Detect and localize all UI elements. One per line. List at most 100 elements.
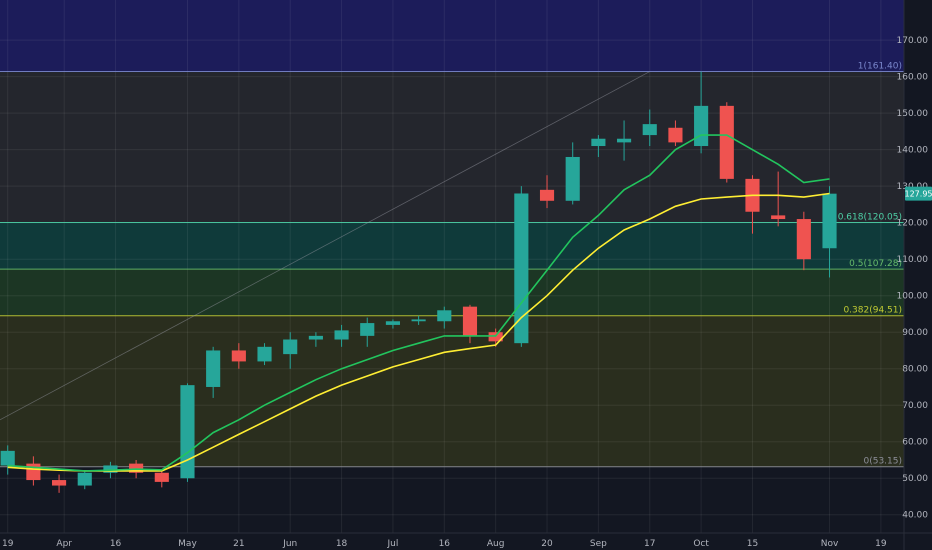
candles — [0, 71, 837, 493]
price-tick-2: 60.00 — [902, 438, 928, 448]
candle-3 — [77, 470, 92, 490]
fib-labels: 1(161.40) 0.618(120.05) 0.5(107.28) 0.382(9… — [838, 62, 902, 467]
candle-30 — [771, 171, 786, 227]
time-tick-6: 18 — [336, 539, 348, 549]
candle-17 — [437, 306, 452, 329]
fib-label-3: 0.382(94.51) — [843, 306, 902, 316]
price-tick-12: 160.00 — [897, 73, 929, 83]
time-tick-9: Aug — [487, 539, 505, 549]
last-price-badge: 127.95 — [905, 186, 932, 201]
candle-body-28 — [719, 105, 734, 179]
time-tick-10: 20 — [541, 539, 553, 549]
ema-slow-line — [7, 192, 830, 472]
candle-body-0 — [0, 450, 15, 466]
candle-body-19 — [488, 332, 503, 342]
candle-6 — [154, 470, 169, 488]
price-tick-4: 80.00 — [902, 365, 928, 375]
time-tick-8: 16 — [439, 539, 451, 549]
price-axis[interactable]: 40.00 50.00 60.00 70.00 80.00 90.00 100.00 110.… — [897, 0, 929, 550]
candle-25 — [642, 109, 657, 147]
candle-16 — [411, 315, 426, 325]
fib-zone-4 — [0, 315, 904, 467]
candle-body-22 — [565, 156, 580, 201]
candle-body-9 — [231, 350, 246, 362]
fib-label-4: 0(53.15) — [863, 457, 902, 467]
time-tick-16: 19 — [875, 539, 887, 549]
candle-body-13 — [334, 330, 349, 340]
candle-body-17 — [437, 310, 452, 322]
fib-zone-3 — [0, 269, 904, 316]
candle-8 — [206, 346, 221, 398]
price-tick-11: 150.00 — [897, 109, 929, 119]
candle-body-20 — [514, 193, 529, 344]
time-tick-11: Sep — [590, 539, 607, 549]
candle-body-27 — [694, 105, 709, 147]
ema-fast-line — [7, 134, 830, 472]
candle-body-23 — [591, 138, 606, 147]
candle-26 — [668, 120, 683, 147]
candle-20 — [514, 186, 529, 347]
candle-body-32 — [822, 193, 837, 249]
candle-body-25 — [642, 124, 657, 136]
candle-10 — [257, 343, 272, 366]
candle-body-16 — [411, 319, 426, 322]
candle-body-1 — [26, 463, 41, 481]
price-tick-3: 70.00 — [902, 401, 928, 411]
candle-12 — [308, 332, 323, 347]
time-tick-15: Nov — [821, 539, 839, 549]
candle-11 — [283, 332, 298, 369]
candle-body-4 — [103, 465, 118, 473]
fib-zone-0 — [0, 0, 904, 72]
candle-body-3 — [77, 472, 92, 486]
candle-body-21 — [539, 189, 555, 201]
candle-body-26 — [668, 127, 683, 143]
time-tick-13: Oct — [693, 539, 709, 549]
time-tick-1: Apr — [56, 539, 72, 549]
candle-13 — [334, 324, 349, 347]
candle-28 — [719, 102, 734, 183]
time-tick-7: Jul — [387, 539, 399, 549]
time-tick-12: 17 — [644, 539, 655, 549]
candle-body-18 — [462, 306, 478, 336]
candle-9 — [231, 343, 246, 369]
time-tick-3: May — [178, 539, 197, 549]
time-tick-0: 19 — [2, 539, 14, 549]
candle-22 — [565, 142, 580, 205]
fib-zone-2 — [0, 222, 904, 270]
candle-body-24 — [617, 138, 632, 143]
candle-body-14 — [360, 323, 375, 336]
fib-label-0: 1(161.40) — [858, 62, 902, 72]
price-tick-8: 120.00 — [897, 219, 929, 229]
candle-18 — [462, 304, 478, 344]
candle-body-10 — [257, 346, 272, 362]
candle-31 — [796, 211, 811, 271]
fib-levels — [0, 71, 904, 468]
candle-body-5 — [129, 463, 144, 473]
fib-trend-line — [0, 71, 650, 421]
fib-label-2: 0.5(107.28) — [849, 259, 902, 269]
candle-14 — [360, 317, 375, 347]
candle-body-30 — [771, 215, 786, 220]
candle-body-12 — [308, 335, 323, 340]
candle-2 — [52, 474, 67, 493]
trend-line — [0, 71, 650, 421]
time-tick-4: 21 — [233, 539, 244, 549]
candle-body-2 — [52, 480, 67, 486]
fib-zone-1 — [0, 71, 904, 223]
price-tick-7: 110.00 — [897, 255, 929, 265]
grid-lines — [0, 0, 904, 533]
candle-15 — [385, 319, 400, 329]
time-tick-2: 16 — [110, 539, 122, 549]
fib-zones — [0, 0, 904, 467]
price-tick-5: 90.00 — [902, 328, 928, 338]
candle-body-7 — [180, 385, 195, 479]
time-tick-14: 15 — [747, 539, 758, 549]
candle-21 — [539, 175, 555, 209]
fib-label-1: 0.618(120.05) — [838, 213, 902, 223]
last-price-label: 127.95 — [905, 190, 932, 199]
time-axis[interactable]: 19 Apr 16 May 21 Jun 18 Jul 16 Aug 20 Sep 17 Oct 15 Nov… — [0, 532, 932, 549]
price-tick-13: 170.00 — [897, 36, 929, 46]
candle-27 — [694, 71, 709, 154]
candle-32 — [822, 186, 837, 278]
